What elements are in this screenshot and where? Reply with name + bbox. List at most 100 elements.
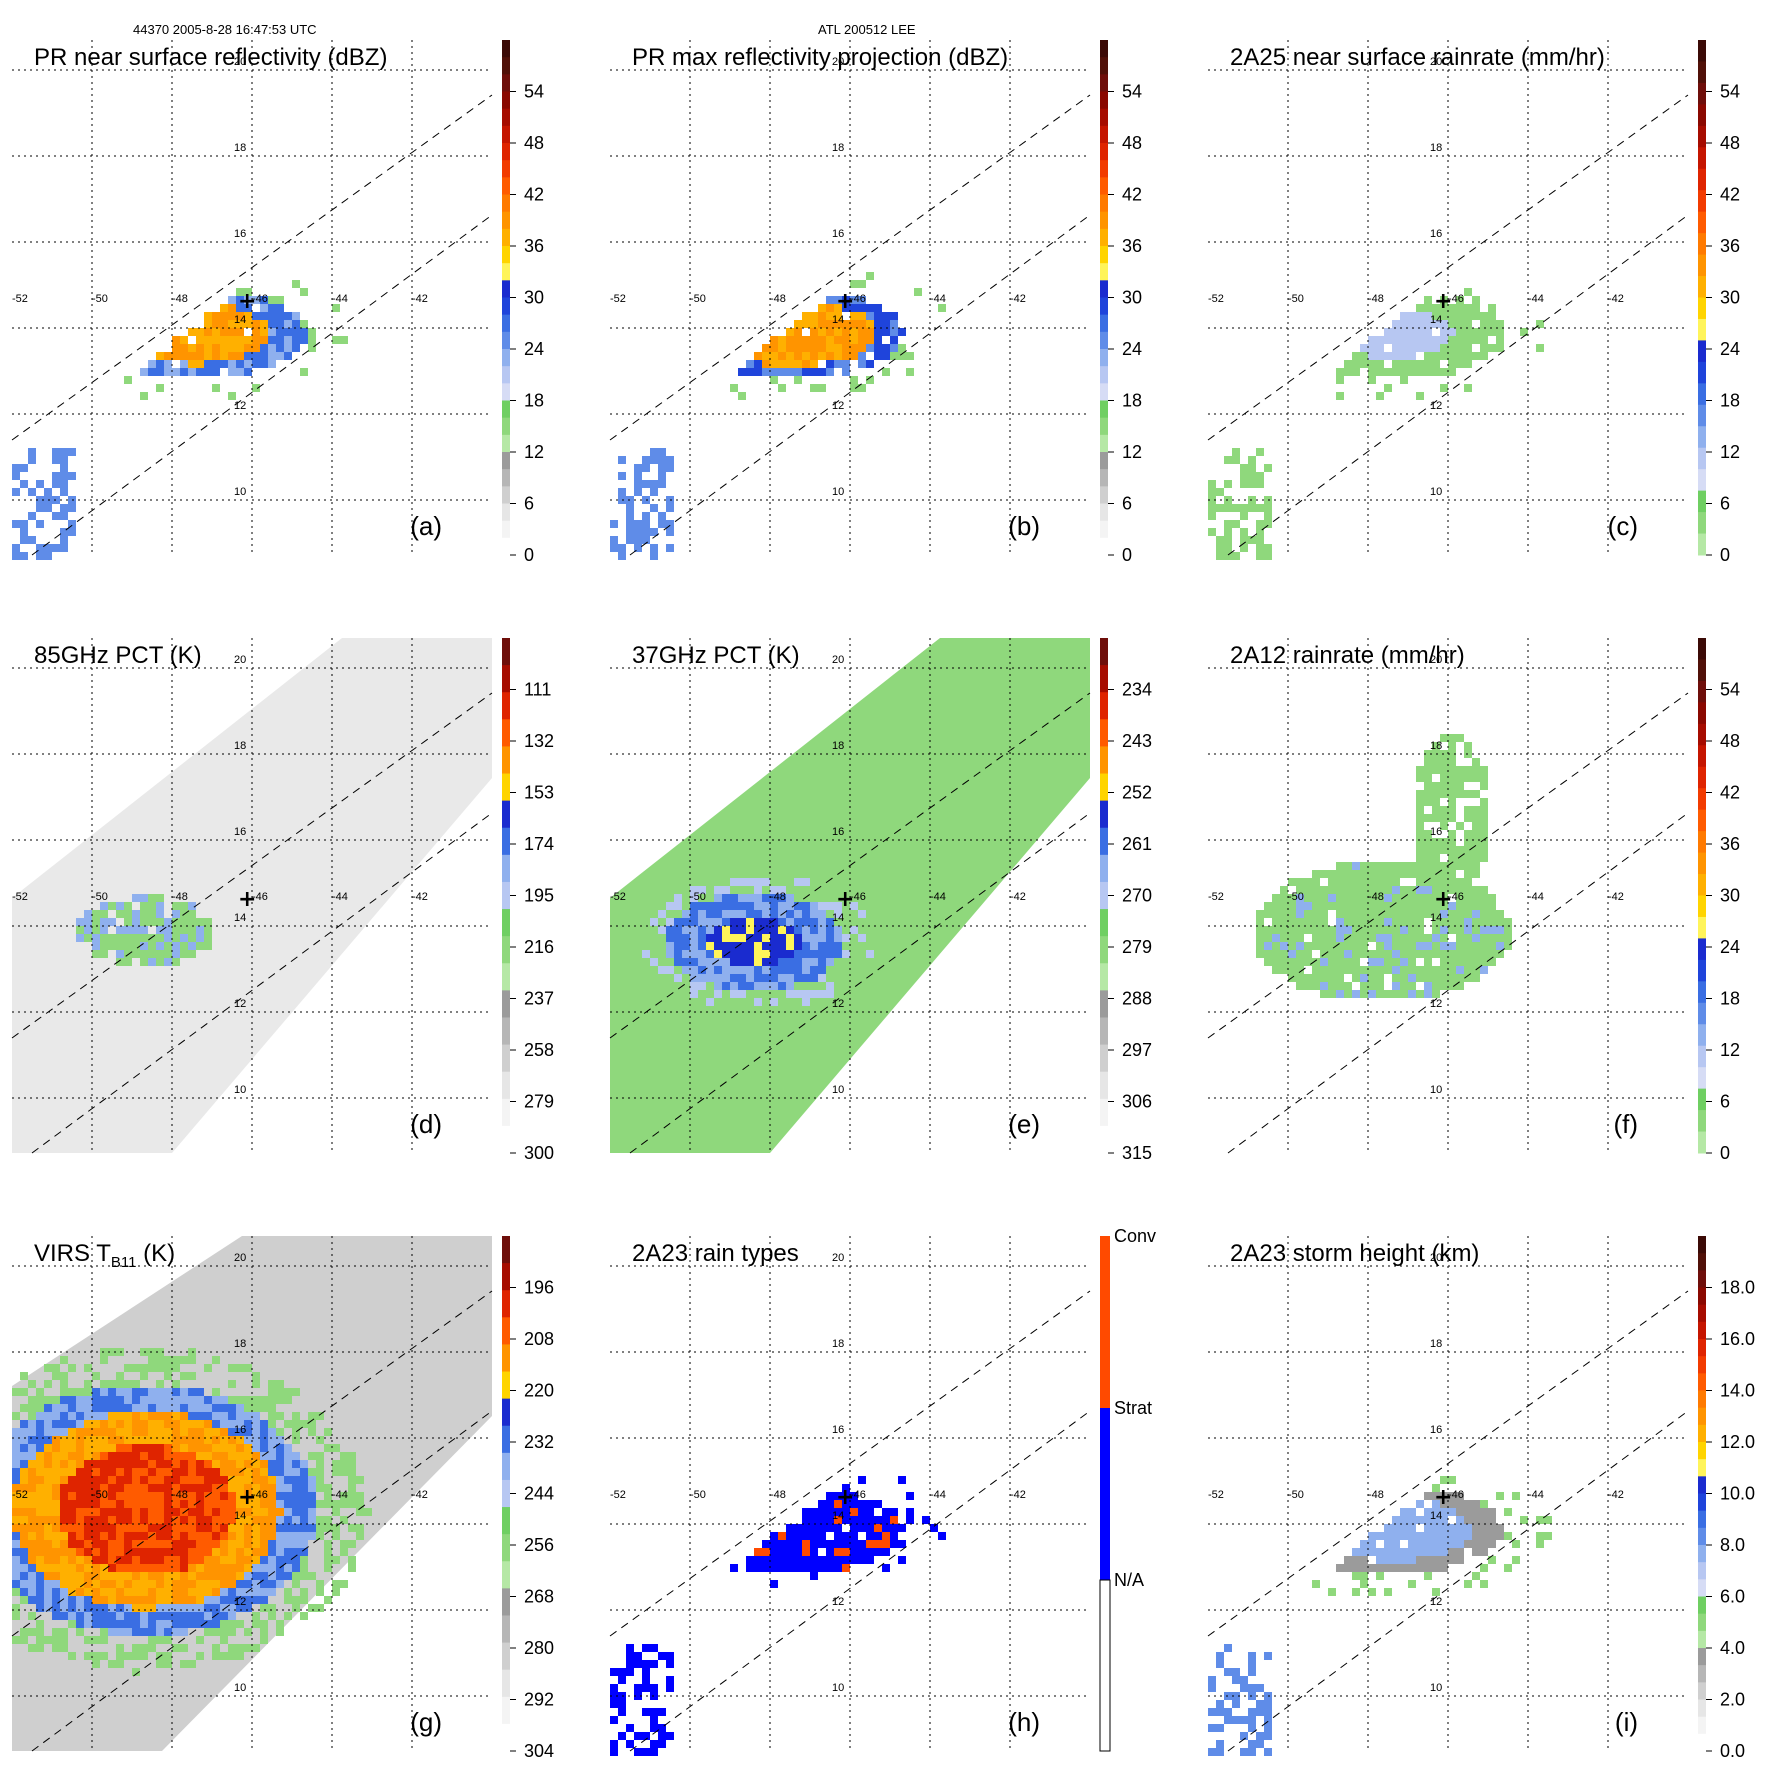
field-cell — [618, 1732, 626, 1740]
field-cell — [1360, 862, 1368, 870]
field-cell — [866, 950, 874, 958]
field-cell — [156, 1588, 164, 1596]
field-cell — [842, 368, 850, 376]
field-cell — [1216, 1700, 1224, 1708]
field-cell — [172, 926, 180, 934]
field-cell — [1480, 1516, 1488, 1524]
field-cell — [20, 480, 28, 488]
field-cell — [1504, 1564, 1512, 1572]
field-cell — [28, 1500, 36, 1508]
lat-label: 12 — [234, 1596, 246, 1608]
field-cell — [220, 1612, 228, 1620]
colorbar-tick-label: 10.0 — [1720, 1484, 1755, 1504]
field-cell — [164, 1412, 172, 1420]
field-cell — [610, 520, 618, 528]
field-cell — [92, 1508, 100, 1516]
field-cell — [324, 1540, 332, 1548]
field-cell — [140, 1644, 148, 1652]
field-cell — [826, 368, 834, 376]
field-cell — [1272, 902, 1280, 910]
field-cell — [100, 1628, 108, 1636]
field-cell — [228, 296, 236, 304]
field-cell — [818, 934, 826, 942]
field-cell — [1384, 328, 1392, 336]
field-cell — [1320, 982, 1328, 990]
field-cell — [132, 1572, 140, 1580]
field-cell — [180, 934, 188, 942]
field-cell — [786, 1540, 794, 1548]
field-cell — [180, 360, 188, 368]
colorbar-tick-label: 0 — [1122, 545, 1132, 565]
field-cell — [188, 344, 196, 352]
field-cell — [140, 1428, 148, 1436]
colorbar-segment — [1698, 1407, 1706, 1426]
field-cell — [730, 902, 738, 910]
field-cell — [1472, 846, 1480, 854]
field-cell — [1472, 328, 1480, 336]
field-cell — [1408, 990, 1416, 998]
field-cell — [1440, 774, 1448, 782]
field-cell — [642, 1660, 650, 1668]
field-cell — [882, 352, 890, 360]
field-cell — [324, 1564, 332, 1572]
field-cell — [108, 1468, 116, 1476]
field-cell — [12, 552, 20, 560]
field-cell — [76, 1412, 84, 1420]
field-cell — [1336, 886, 1344, 894]
field-cell — [1456, 1556, 1464, 1564]
field-cell — [1464, 950, 1472, 958]
field-cell — [1472, 942, 1480, 950]
field-cell — [68, 1404, 76, 1412]
field-cell — [244, 1412, 252, 1420]
field-cell — [156, 958, 164, 966]
field-cell — [1416, 870, 1424, 878]
storm-center-icon: + — [238, 887, 256, 912]
field-cell — [220, 304, 228, 312]
field-cell — [1496, 344, 1504, 352]
field-cell — [108, 1444, 116, 1452]
field-cell — [12, 464, 20, 472]
field-cell — [1448, 886, 1456, 894]
field-cell — [1264, 1748, 1272, 1756]
field-cell — [1424, 320, 1432, 328]
colorbar-segment — [502, 1425, 510, 1454]
field-cell — [1392, 910, 1400, 918]
field-cell — [794, 990, 802, 998]
colorbar-segment — [1698, 1253, 1706, 1271]
field-cell — [1432, 814, 1440, 822]
field-cell — [1448, 870, 1456, 878]
colorbar-segment — [1698, 766, 1706, 789]
field-cell — [60, 472, 68, 480]
field-cell — [100, 1388, 108, 1396]
colorbar-segment — [502, 638, 510, 666]
field-cell — [1328, 990, 1336, 998]
field-cell — [260, 1628, 268, 1636]
field-cell — [738, 942, 746, 950]
field-cell — [252, 1572, 260, 1580]
field-cell — [882, 1564, 890, 1572]
field-cell — [1408, 902, 1416, 910]
colorbar-tick-label: 292 — [524, 1690, 554, 1710]
field-cell — [148, 360, 156, 368]
lat-label: 12 — [832, 1596, 844, 1608]
field-cell — [340, 1492, 348, 1500]
field-cell — [108, 1620, 116, 1628]
field-cell — [252, 1372, 260, 1380]
field-cell — [1304, 894, 1312, 902]
field-cell — [1272, 958, 1280, 966]
field-cell — [244, 360, 252, 368]
field-cell — [1440, 1500, 1448, 1508]
field-cell — [1288, 950, 1296, 958]
field-cell — [316, 1412, 324, 1420]
field-cell — [196, 368, 204, 376]
field-cell — [188, 1564, 196, 1572]
field-cell — [1360, 982, 1368, 990]
field-cell — [1456, 950, 1464, 958]
field-cell — [252, 1588, 260, 1596]
field-cell — [1312, 966, 1320, 974]
field-cell — [1400, 344, 1408, 352]
field-cell — [28, 1468, 36, 1476]
field-cell — [116, 926, 124, 934]
field-cell — [1336, 958, 1344, 966]
